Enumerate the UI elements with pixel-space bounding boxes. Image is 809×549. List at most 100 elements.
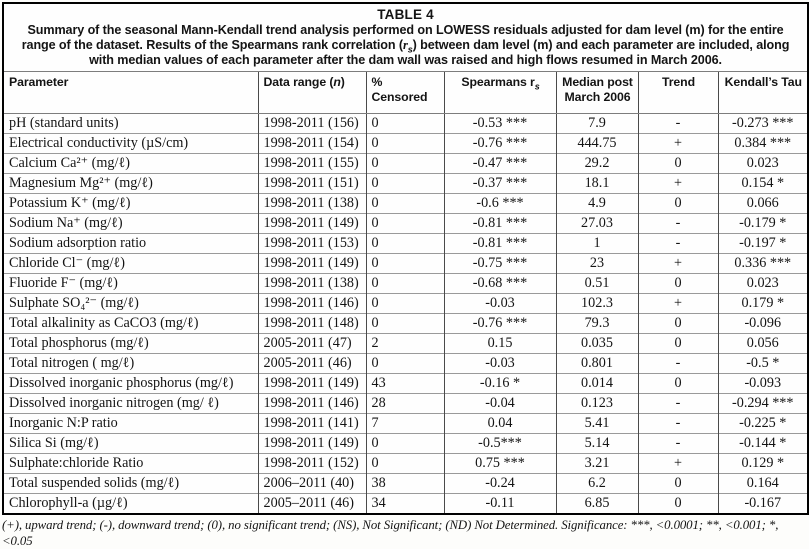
cell-spearmans: -0.16 * bbox=[443, 373, 556, 394]
cell-parameter: Calcium Ca²⁺ (mg/ℓ) bbox=[3, 153, 258, 174]
caption-r-symbol: r bbox=[402, 38, 408, 52]
cell-trend: 0 bbox=[637, 153, 718, 174]
cell-data-range: 1998-2011 (141) bbox=[257, 413, 366, 434]
cell-data-range: 1998-2011 (146) bbox=[257, 293, 366, 314]
cell-parameter: Silica Si (mg/ℓ) bbox=[3, 433, 258, 454]
cell-trend: 0 bbox=[637, 373, 718, 394]
cell-data-range: 1998-2011 (149) bbox=[257, 213, 366, 234]
cell-spearmans: -0.76 *** bbox=[443, 133, 556, 154]
cell-kendalls-tau: 0.179 * bbox=[717, 293, 809, 314]
cell-kendalls-tau: -0.093 bbox=[717, 373, 809, 394]
cell-parameter: Chloride Cl⁻ (mg/ℓ) bbox=[3, 253, 258, 274]
cell-median: 79.3 bbox=[555, 313, 638, 334]
cell-median: 0.014 bbox=[555, 373, 638, 394]
cell-median: 1 bbox=[555, 233, 638, 254]
cell-spearmans: -0.81 *** bbox=[443, 213, 556, 234]
cell-spearmans: -0.03 bbox=[443, 353, 556, 374]
cell-spearmans: -0.81 *** bbox=[443, 233, 556, 254]
cell-censored: 0 bbox=[365, 293, 444, 314]
cell-trend: + bbox=[637, 133, 718, 154]
cell-median: 0.035 bbox=[555, 333, 638, 354]
cell-data-range: 2006–2011 (40) bbox=[257, 473, 366, 494]
cell-trend: - bbox=[637, 393, 718, 414]
table-row: Dissolved inorganic phosphorus (mg/ℓ) 19… bbox=[3, 373, 809, 394]
cell-data-range: 1998-2011 (156) bbox=[257, 113, 366, 134]
cell-spearmans: -0.47 *** bbox=[443, 153, 556, 174]
cell-censored: 0 bbox=[365, 153, 444, 174]
table-row: Silica Si (mg/ℓ) 1998-2011 (149) 0 -0.5*… bbox=[3, 433, 809, 454]
cell-median: 6.2 bbox=[555, 473, 638, 494]
cell-median: 0.51 bbox=[555, 273, 638, 294]
cell-parameter: Total nitrogen ( mg/ℓ) bbox=[3, 353, 258, 374]
cell-spearmans: 0.75 *** bbox=[443, 453, 556, 474]
cell-censored: 0 bbox=[365, 313, 444, 334]
cell-median: 102.3 bbox=[555, 293, 638, 314]
cell-kendalls-tau: 0.154 * bbox=[717, 173, 809, 194]
cell-spearmans: -0.68 *** bbox=[443, 273, 556, 294]
table-row: Inorganic N:P ratio 1998-2011 (141) 7 0.… bbox=[3, 413, 809, 434]
table-row: Dissolved inorganic nitrogen (mg/ ℓ) 199… bbox=[3, 393, 809, 414]
table: TABLE 4 Summary of the seasonal Mann-Ken… bbox=[2, 2, 809, 515]
cell-kendalls-tau: -0.294 *** bbox=[717, 393, 809, 414]
table-title-block: TABLE 4 Summary of the seasonal Mann-Ken… bbox=[3, 3, 809, 72]
column-header-trend: Trend bbox=[637, 71, 718, 114]
caption-text-2: ) between dam level (m) and each paramet… bbox=[89, 38, 790, 67]
table-row: Total nitrogen ( mg/ℓ) 2005-2011 (46) 0 … bbox=[3, 353, 809, 374]
cell-trend: - bbox=[637, 433, 718, 454]
cell-kendalls-tau: 0.129 * bbox=[717, 453, 809, 474]
cell-kendalls-tau: -0.197 * bbox=[717, 233, 809, 254]
cell-parameter: Dissolved inorganic phosphorus (mg/ℓ) bbox=[3, 373, 258, 394]
cell-censored: 0 bbox=[365, 253, 444, 274]
cell-kendalls-tau: -0.096 bbox=[717, 313, 809, 334]
cell-trend: 0 bbox=[637, 333, 718, 354]
cell-censored: 34 bbox=[365, 493, 444, 514]
cell-data-range: 1998-2011 (152) bbox=[257, 453, 366, 474]
footnote: (+), upward trend; (-), downward trend; … bbox=[2, 518, 779, 548]
cell-spearmans: -0.6 *** bbox=[443, 193, 556, 214]
caption-text-1: Summary of the seasonal Mann-Kendall tre… bbox=[21, 23, 784, 52]
column-header-parameter: Parameter bbox=[3, 71, 258, 114]
cell-trend: 0 bbox=[637, 493, 718, 514]
table-title: TABLE 4 bbox=[377, 7, 434, 22]
cell-parameter: Sulphate:chloride Ratio bbox=[3, 453, 258, 474]
cell-data-range: 2005-2011 (46) bbox=[257, 353, 366, 374]
cell-spearmans: -0.04 bbox=[443, 393, 556, 414]
cell-parameter: Sulphate SO₄²⁻ (mg/ℓ) bbox=[3, 293, 258, 314]
cell-trend: - bbox=[637, 113, 718, 134]
cell-median: 5.14 bbox=[555, 433, 638, 454]
cell-median: 5.41 bbox=[555, 413, 638, 434]
cell-trend: 0 bbox=[637, 313, 718, 334]
cell-parameter: Sodium adsorption ratio bbox=[3, 233, 258, 254]
cell-trend: - bbox=[637, 353, 718, 374]
cell-median: 444.75 bbox=[555, 133, 638, 154]
cell-kendalls-tau: 0.336 *** bbox=[717, 253, 809, 274]
table-row: Total phosphorus (mg/ℓ) 2005-2011 (47) 2… bbox=[3, 333, 809, 354]
cell-trend: + bbox=[637, 253, 718, 274]
table-row: pH (standard units) 1998-2011 (156) 0 -0… bbox=[3, 113, 809, 134]
cell-parameter: Magnesium Mg²⁺ (mg/ℓ) bbox=[3, 173, 258, 194]
cell-trend: - bbox=[637, 213, 718, 234]
cell-data-range: 1998-2011 (149) bbox=[257, 373, 366, 394]
cell-trend: 0 bbox=[637, 273, 718, 294]
cell-median: 18.1 bbox=[555, 173, 638, 194]
cell-parameter: Fluoride F⁻ (mg/ℓ) bbox=[3, 273, 258, 294]
cell-parameter: Electrical conductivity (µS/cm) bbox=[3, 133, 258, 154]
cell-spearmans: -0.37 *** bbox=[443, 173, 556, 194]
table-row: Sulphate:chloride Ratio 1998-2011 (152) … bbox=[3, 453, 809, 474]
cell-spearmans: -0.76 *** bbox=[443, 313, 556, 334]
cell-parameter: Total suspended solids (mg/ℓ) bbox=[3, 473, 258, 494]
cell-parameter: pH (standard units) bbox=[9, 115, 119, 131]
cell-data-range: 1998-2011 (149) bbox=[257, 433, 366, 454]
table-row: Total suspended solids (mg/ℓ) 2006–2011 … bbox=[3, 473, 809, 494]
table-row: Total alkalinity as CaCO3 (mg/ℓ) 1998-20… bbox=[3, 313, 809, 334]
column-header-censored: % Censored bbox=[365, 71, 444, 114]
cell-censored: 0 bbox=[365, 133, 444, 154]
cell-median: 29.2 bbox=[555, 153, 638, 174]
cell-censored: 0 bbox=[365, 453, 444, 474]
cell-kendalls-tau: -0.167 bbox=[717, 493, 809, 514]
table-row: Chlorophyll-a (µg/ℓ) 2005–2011 (46) 34 -… bbox=[3, 493, 809, 514]
cell-trend: + bbox=[637, 453, 718, 474]
cell-spearmans: -0.24 bbox=[443, 473, 556, 494]
cell-parameter: Dissolved inorganic nitrogen (mg/ ℓ) bbox=[3, 393, 258, 414]
caption-r-subscript: s bbox=[407, 44, 413, 55]
